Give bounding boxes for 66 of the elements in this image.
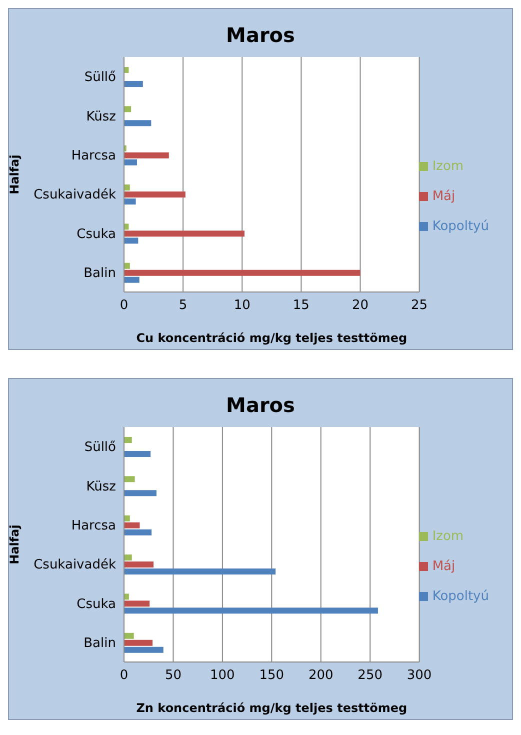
bar	[124, 270, 360, 276]
x-tick-label: 15	[292, 298, 310, 314]
bar	[124, 276, 140, 283]
bar	[124, 451, 151, 457]
x-tick-label: 100	[210, 668, 235, 684]
chart-title: Maros	[225, 392, 296, 417]
y-tick-label: Süllő	[84, 70, 116, 86]
x-tick-label: 250	[358, 668, 383, 684]
legend-label: Kopoltyú	[432, 219, 489, 234]
bar	[124, 640, 153, 646]
bar	[124, 106, 132, 112]
bar	[124, 262, 130, 269]
bar	[124, 81, 143, 87]
x-tick-label: 0	[120, 298, 128, 314]
bar	[124, 437, 132, 443]
bar	[124, 476, 135, 482]
y-tick-label: Süllő	[84, 440, 116, 456]
y-tick-label: Balin	[84, 636, 116, 652]
x-tick-label: 200	[308, 668, 334, 684]
x-tick-label: 0	[120, 668, 128, 684]
bar	[124, 522, 140, 528]
bar	[124, 568, 276, 574]
legend-label: Kopoltyú	[432, 589, 489, 604]
bar	[124, 230, 244, 237]
bar	[124, 646, 164, 653]
y-tick-label: Balin	[84, 266, 116, 282]
y-tick-label: Csuka	[76, 596, 116, 612]
x-axis-title: Zn koncentráció mg/kg teljes testtömeg	[136, 701, 408, 715]
y-tick-label: Küsz	[86, 109, 116, 124]
x-tick-label: 20	[352, 298, 369, 314]
y-axis-title: Halfaj	[7, 524, 22, 564]
bar	[124, 632, 134, 639]
bar	[124, 152, 169, 158]
y-tick-label: Küsz	[86, 479, 116, 494]
bar	[124, 490, 156, 496]
bar	[124, 238, 138, 244]
chart-title: Maros	[225, 22, 296, 47]
y-tick-label: Harcsa	[71, 148, 116, 164]
legend-label: Izom	[432, 159, 464, 174]
y-tick-label: Csukaivadék	[34, 558, 116, 573]
legend-label: Máj	[432, 189, 456, 204]
y-axis-title: Halfaj	[7, 154, 22, 194]
x-tick-label: 25	[411, 298, 428, 314]
legend-label: Izom	[432, 529, 464, 544]
x-tick-label: 150	[259, 668, 284, 684]
x-tick-label: 10	[234, 298, 250, 314]
bar	[124, 594, 129, 600]
bar	[124, 184, 130, 190]
y-tick-label: Harcsa	[71, 518, 116, 534]
x-tick-label: 50	[164, 668, 182, 684]
legend-label: Máj	[432, 559, 456, 574]
bar	[124, 120, 152, 126]
x-tick-label: 5	[178, 298, 188, 314]
bar	[124, 529, 152, 536]
bar	[124, 608, 378, 614]
x-tick-label: 300	[406, 668, 432, 684]
bar	[124, 562, 154, 568]
y-tick-label: Csuka	[76, 226, 116, 242]
bar	[124, 515, 130, 522]
bar	[124, 159, 137, 166]
bar	[124, 600, 150, 607]
x-axis-title: Cu koncentráció mg/kg teljes testtömeg	[136, 331, 408, 345]
bar	[124, 554, 132, 560]
bar	[124, 198, 136, 204]
bar	[124, 192, 186, 198]
y-tick-label: Csukaivadék	[34, 188, 116, 203]
